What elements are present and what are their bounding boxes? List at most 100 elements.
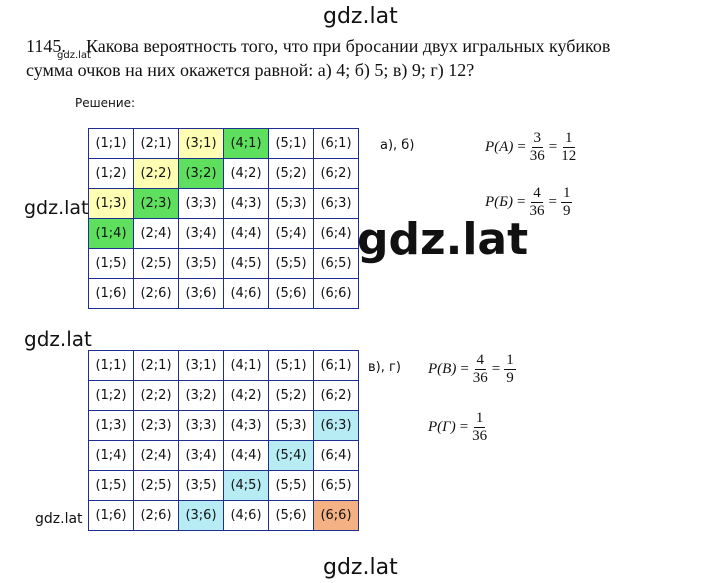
grid-cell: (5;5) [268, 470, 314, 501]
grid-cell: (6;4) [313, 440, 359, 471]
probability: P(Г) [428, 419, 456, 435]
grid-row: (1;5) (2;5) (3;5) (4;5) (5;5) (6;5) [88, 248, 359, 279]
probability: P(B) [428, 361, 457, 377]
grid-cell: (5;2) [268, 380, 314, 411]
case-label: а), б) [380, 138, 415, 153]
grid-cell: (1;3) [88, 188, 134, 219]
grid-cell: (6;6) [313, 500, 359, 531]
grid-cell: (2;6) [133, 278, 179, 309]
solution-label: Решение: [75, 96, 136, 110]
grid-cell: (4;6) [223, 500, 269, 531]
grid-cell: (2;4) [133, 218, 179, 249]
grid-cell: (6;3) [313, 188, 359, 219]
probability: P(Б) [485, 194, 514, 210]
grid-cell: (3;2) [178, 380, 224, 411]
grid-cell: (5;2) [268, 158, 314, 189]
grid-cell: (5;6) [268, 500, 314, 531]
grid-cell: (4;3) [223, 188, 269, 219]
grid-cell: (1;6) [88, 500, 134, 531]
equals: = [548, 139, 558, 155]
grid-cell: (4;2) [223, 380, 269, 411]
grid-cell: (3;1) [178, 128, 224, 159]
denominator: 9 [506, 370, 514, 386]
case-label: в), г) [368, 360, 401, 375]
grid-row: (1;6) (2;6) (3;6) (4;6) (5;6) (6;6) [88, 278, 359, 309]
fraction: 4 36 [473, 352, 488, 387]
grid-cell: (2;5) [133, 470, 179, 501]
grid-cell: (5;4) [268, 440, 314, 471]
watermark: gdz.lat [323, 4, 398, 29]
formula: P(B) = 4 36 = 1 9 [428, 352, 516, 387]
grid-row: (1;4) (2;4) (3;4) (4;4) (5;4) (6;4) [88, 218, 359, 249]
grid-row: (1;4) (2;4) (3;4) (4;4) (5;4) (6;4) [88, 440, 359, 471]
equals: = [517, 194, 526, 210]
denominator: 12 [561, 148, 577, 164]
equals: = [460, 361, 469, 377]
grid-cell: (3;2) [178, 158, 224, 189]
grid-cell: (6;2) [313, 158, 359, 189]
grid-row: (1;1) (2;1) (3;1) (4;1) (5;1) (6;1) [88, 128, 359, 159]
grid-cell: (5;1) [268, 350, 314, 381]
grid-cell: (2;1) [133, 350, 179, 381]
grid-row: (1;3) (2;3) (3;3) (4;3) (5;3) (6;3) [88, 188, 359, 219]
fraction: 1 12 [561, 130, 576, 165]
grid-cell: (4;1) [223, 350, 269, 381]
numerator: 3 [531, 130, 544, 148]
grid-cell: (6;1) [313, 350, 359, 381]
grid-cell: (6;5) [313, 470, 359, 501]
grid-cell: (3;5) [178, 248, 224, 279]
denominator: 36 [529, 148, 545, 164]
grid-cell: (2;3) [133, 410, 179, 441]
grid-cell: (2;6) [133, 500, 179, 531]
grid-cell: (2;2) [133, 380, 179, 411]
grid-cell: (4;5) [223, 248, 269, 279]
grid: (1;1) (2;1) (3;1) (4;1) (5;1) (6;1) (1;2) (2;2)… [88, 128, 359, 309]
grid-cell: (2;3) [133, 188, 179, 219]
formula: P(A) = 3 36 = 1 12 [485, 130, 576, 165]
grid-cell: (1;4) [88, 440, 134, 471]
grid-cell: (3;6) [178, 500, 224, 531]
grid-cell: (6;2) [313, 380, 359, 411]
grid-row: (1;2) (2;2) (3;2) (4;2) (5;2) (6;2) [88, 380, 359, 411]
grid-cell: (5;4) [268, 218, 314, 249]
grid-cell: (2;1) [133, 128, 179, 159]
grid-cell: (1;5) [88, 470, 134, 501]
numerator: 1 [473, 410, 486, 428]
watermark: gdz.lat [323, 555, 398, 580]
grid-row: (1;1) (2;1) (3;1) (4;1) (5;1) (6;1) [88, 350, 359, 381]
grid-cell: (1;1) [88, 350, 134, 381]
denominator: 36 [472, 428, 488, 444]
grid-cell: (5;1) [268, 128, 314, 159]
grid-cell: (6;5) [313, 248, 359, 279]
numerator: 4 [474, 352, 487, 370]
grid-cell: (4;3) [223, 410, 269, 441]
problem-number: 1145. [26, 36, 66, 56]
grid-cell: (5;5) [268, 248, 314, 279]
fraction: 3 36 [530, 130, 545, 165]
grid-row: (1;6) (2;6) (3;6) (4;6) (5;6) (6;6) [88, 500, 359, 531]
grid-cell: (1;3) [88, 410, 134, 441]
grid-cell: (3;3) [178, 188, 224, 219]
grid-cell: (5;3) [268, 410, 314, 441]
grid-cell: (1;1) [88, 128, 134, 159]
grid-cell: (4;4) [223, 440, 269, 471]
grid-cell: (3;4) [178, 218, 224, 249]
formula: P(Г) = 1 36 [428, 410, 487, 445]
equals: = [459, 419, 469, 435]
watermark: gdz.lat [24, 327, 92, 351]
equals: = [491, 361, 501, 377]
denominator: 36 [472, 370, 488, 386]
formula: P(Б) = 4 36 = 1 9 [485, 185, 573, 220]
grid-cell: (1;5) [88, 248, 134, 279]
grid-row: (1;5) (2;5) (3;5) (4;5) (5;5) (6;5) [88, 470, 359, 501]
grid-cell: (4;4) [223, 218, 269, 249]
grid-cell: (6;3) [313, 410, 359, 441]
numerator: 1 [560, 185, 573, 203]
fraction: 1 36 [472, 410, 487, 445]
grid-cell: (1;2) [88, 158, 134, 189]
watermark: gdz.lat [24, 197, 89, 219]
grid-cell: (3;3) [178, 410, 224, 441]
